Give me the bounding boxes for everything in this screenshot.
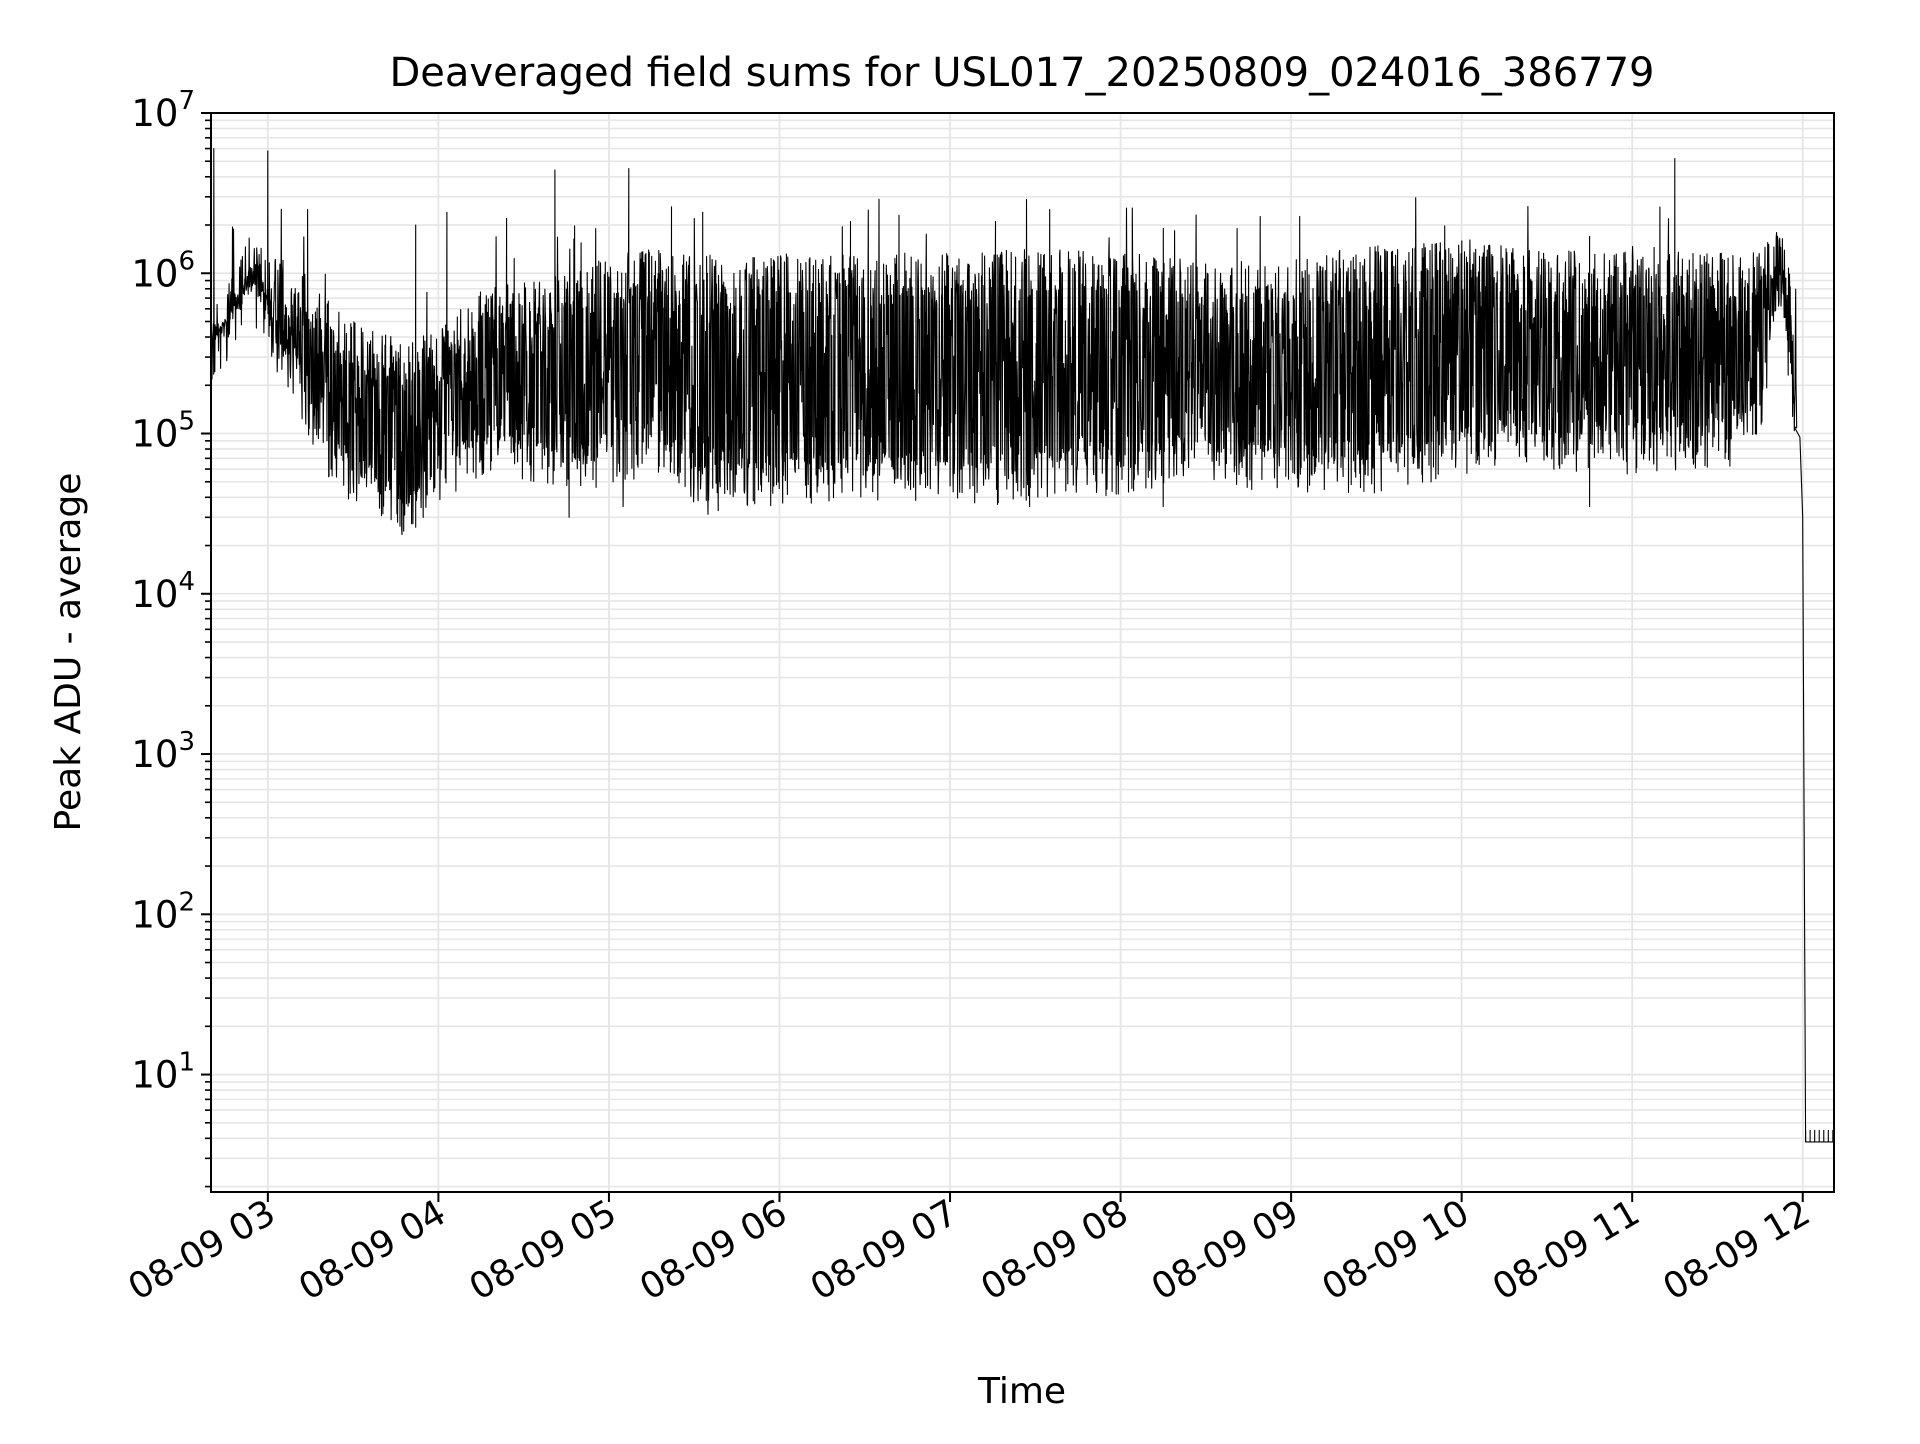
grid — [211, 112, 1834, 1192]
chart-title: Deaveraged field sums for USL017_2025080… — [390, 50, 1655, 96]
series-line — [210, 148, 1834, 1143]
y-tick-label: 107 — [131, 86, 195, 135]
plot-frame — [210, 112, 1835, 1193]
data-layer — [210, 148, 1834, 1143]
y-axis-label: Peak ADU - average — [48, 473, 89, 832]
x-axis-label: Time — [977, 1371, 1066, 1412]
